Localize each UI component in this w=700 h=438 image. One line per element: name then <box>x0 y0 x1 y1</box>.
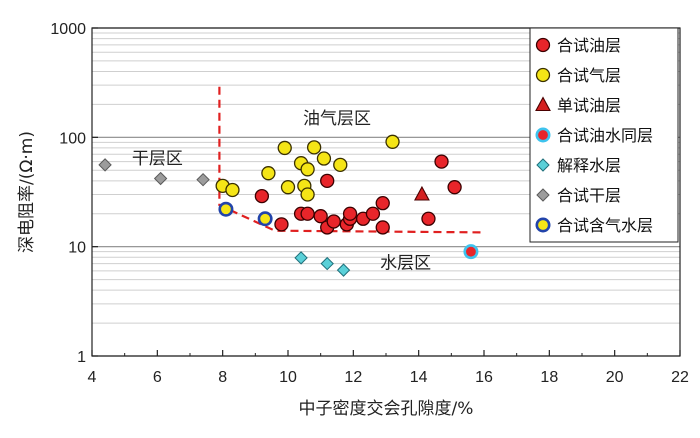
data-point <box>375 220 390 235</box>
data-point <box>294 251 308 265</box>
x-tick-label: 4 <box>88 369 97 386</box>
legend-box <box>529 27 679 243</box>
x-tick-label: 10 <box>279 369 297 386</box>
y-axis-ticks: 1 10 100 1000 <box>50 21 98 366</box>
legend-label: 单试油层 <box>557 96 621 115</box>
data-point <box>434 154 449 169</box>
data-point <box>300 162 315 177</box>
legend-label: 合试油层 <box>557 36 621 55</box>
data-point <box>421 211 436 226</box>
y-tick-label: 10 <box>68 240 86 257</box>
data-point <box>342 206 358 221</box>
y-tick-label: 100 <box>59 130 86 147</box>
legend-label: 合试干层 <box>557 186 621 205</box>
legend-marker <box>535 37 551 53</box>
data-point <box>313 209 328 224</box>
data-point <box>316 151 332 166</box>
data-point <box>326 214 341 229</box>
x-tick-label: 8 <box>218 369 227 386</box>
data-point <box>98 158 112 172</box>
data-point <box>320 173 335 188</box>
data-point <box>375 196 390 211</box>
boundary-polyline <box>218 86 485 234</box>
data-point <box>306 140 322 155</box>
data-point <box>257 211 273 227</box>
data-point <box>277 140 292 156</box>
series-3 <box>463 244 479 260</box>
y-axis-label: 深电阻率/(Ω·m) <box>17 131 37 253</box>
legend-marker <box>536 188 550 202</box>
legend-label: 合试气层 <box>557 66 621 85</box>
data-points <box>98 134 479 277</box>
data-point <box>153 171 168 186</box>
series-2 <box>414 185 430 201</box>
data-point <box>300 206 315 221</box>
legend-marker <box>535 67 551 83</box>
data-point <box>196 172 210 187</box>
legend-label: 合试油水同层 <box>557 126 653 145</box>
series-0 <box>254 154 462 235</box>
data-point <box>365 206 381 221</box>
data-point <box>225 182 240 198</box>
region-label: 干层区 <box>132 149 183 169</box>
x-tick-label: 16 <box>475 369 493 386</box>
series-5 <box>98 158 210 187</box>
legend-label: 合试含气水层 <box>557 216 653 235</box>
data-point <box>320 256 334 271</box>
y-tick-label: 1000 <box>50 21 86 38</box>
data-point <box>218 201 234 217</box>
x-tick-label: 12 <box>344 369 362 386</box>
legend-marker <box>535 127 551 143</box>
x-tick-label: 14 <box>410 369 428 386</box>
x-tick-label: 20 <box>606 369 624 386</box>
series-6 <box>218 201 273 227</box>
series-1 <box>215 134 400 202</box>
data-point <box>333 157 348 173</box>
data-point <box>414 185 430 201</box>
x-tick-label: 22 <box>671 369 689 386</box>
legend-label: 解释水层 <box>557 156 621 175</box>
data-point <box>447 180 462 195</box>
data-point <box>336 263 351 277</box>
data-point <box>385 134 400 149</box>
x-tick-label: 18 <box>540 369 558 386</box>
x-axis-ticks: 4 6 8 10 12 14 16 18 20 22 <box>88 350 689 386</box>
legend-marker <box>535 217 551 233</box>
boundary-line <box>218 86 485 234</box>
data-point <box>274 217 289 232</box>
x-tick-label: 6 <box>153 369 162 386</box>
data-point <box>280 180 296 195</box>
region-label: 油气层区 <box>303 109 371 129</box>
x-axis-label: 中子密度交会孔隙度/% <box>299 399 474 419</box>
data-point <box>463 244 479 260</box>
data-point <box>261 166 276 181</box>
region-label: 水层区 <box>380 253 431 273</box>
data-point <box>254 188 270 204</box>
legend-marker <box>536 158 550 172</box>
y-tick-label: 1 <box>77 349 86 366</box>
data-point <box>300 187 315 202</box>
series-4 <box>294 251 351 277</box>
legend-marker <box>535 96 551 112</box>
